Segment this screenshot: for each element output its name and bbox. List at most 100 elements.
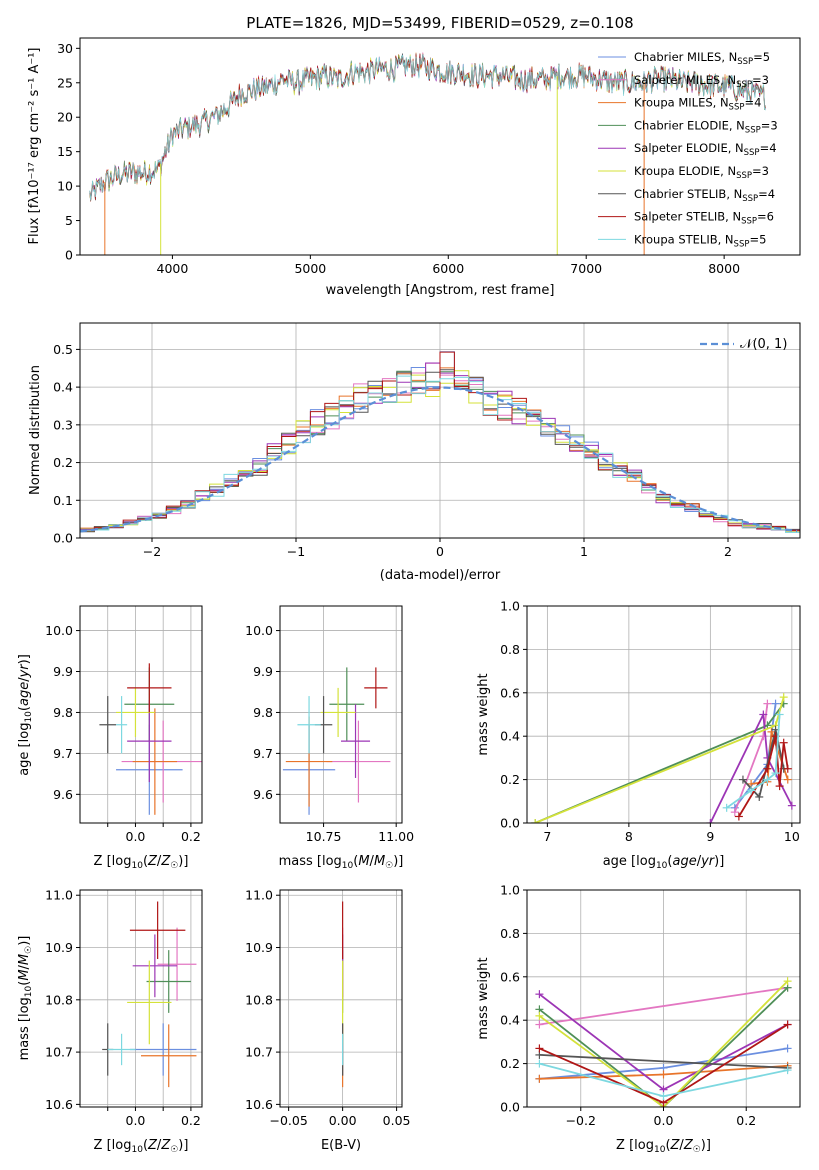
axes-frame <box>279 605 403 824</box>
y-tick-label: 1.0 <box>500 599 520 614</box>
legend-label-tail: =3 <box>752 73 769 87</box>
y-tick-label: 10.6 <box>245 1097 273 1112</box>
massweight-vs-age-y-label: mass weight <box>476 673 491 755</box>
axes-frame <box>79 37 801 256</box>
y-tick-label: 25 <box>57 75 73 90</box>
weight-line-3 <box>538 986 789 1107</box>
y-tick-label: 0.6 <box>500 969 520 984</box>
axes-frame <box>279 889 403 1108</box>
legend-label-sub: SSP <box>745 125 761 135</box>
y-tick-label: 0.6 <box>500 685 520 700</box>
x-tick-label: 0.0 <box>126 1113 146 1128</box>
legend-label-tail: =4 <box>760 141 777 155</box>
x-tick-label: −0.05 <box>269 1113 307 1128</box>
plot-area-massweight-vs-age <box>531 693 796 823</box>
x-tick-label: −1 <box>287 544 305 559</box>
legend-label: Kroupa STELIB, NSSP=5 <box>634 232 766 249</box>
legend-label-tail: =6 <box>757 210 774 224</box>
x-tick-label: 8 <box>625 829 633 844</box>
x-tick-label: 5000 <box>294 261 326 276</box>
x-tick-label: 11.00 <box>378 829 414 844</box>
x-tick-label: 8000 <box>708 261 740 276</box>
legend-label-sub: SSP <box>736 171 752 181</box>
legend-label-sub: SSP <box>742 194 758 204</box>
legend-label: Salpeter MILES, NSSP=3 <box>634 73 769 90</box>
legend-label-base: Chabrier ELODIE, N <box>634 118 745 132</box>
y-tick-label: 10.8 <box>45 992 73 1007</box>
x-tick-label: 6000 <box>432 261 464 276</box>
y-tick-label: 1.0 <box>500 883 520 898</box>
y-tick-label: 0.0 <box>53 531 73 546</box>
legend-label: 𝒩(0, 1) <box>740 337 787 352</box>
spectrum-y-label: Flux [fλ10⁻¹⁷ erg cm⁻² s⁻¹ A⁻¹] <box>27 48 42 245</box>
legend-label-sub: SSP <box>736 80 752 90</box>
legend-label-tail: =4 <box>744 96 761 110</box>
y-tick-label: 10.7 <box>45 1045 73 1060</box>
axes-frame <box>79 889 203 1108</box>
x-tick-label: 0.05 <box>383 1113 411 1128</box>
weight-line-5 <box>538 980 789 1107</box>
legend-label: Chabrier ELODIE, NSSP=3 <box>634 118 778 135</box>
y-tick-label: 9.7 <box>253 746 273 761</box>
legend-label: Salpeter ELODIE, NSSP=4 <box>634 141 777 158</box>
plot-area-age-vs-Z <box>99 663 202 815</box>
y-tick-label: 9.9 <box>53 664 73 679</box>
weight-line-6 <box>539 1054 788 1069</box>
x-tick-label: 0.0 <box>654 1113 674 1128</box>
legend-label-tail: =4 <box>758 187 775 201</box>
y-tick-label: 0.2 <box>500 1056 520 1071</box>
y-tick-label: 10.0 <box>245 623 273 638</box>
legend-label: Kroupa MILES, NSSP=4 <box>634 96 761 113</box>
mass-vs-Z-y-label: mass [log10(M/M☉)] <box>17 936 34 1061</box>
normal-reference-curve <box>80 386 798 533</box>
legend-label: Chabrier STELIB, NSSP=4 <box>634 187 775 204</box>
y-tick-label: 10.9 <box>45 940 73 955</box>
y-tick-label: 30 <box>57 41 73 56</box>
y-tick-label: 10.8 <box>245 992 273 1007</box>
axes-mass-vs-Z: 0.0 0.2 10.6 10.7 10.8 10.9 11.0 Z [log10(Z/Z☉)… <box>17 888 203 1155</box>
y-tick-label: 0 <box>65 248 73 263</box>
x-tick-label: 7000 <box>570 261 602 276</box>
y-tick-label: 0.1 <box>53 493 73 508</box>
y-tick-label: 0.3 <box>53 417 73 432</box>
y-tick-label: 0.0 <box>500 816 520 831</box>
legend-label-sub: SSP <box>741 217 757 227</box>
y-tick-label: 0.2 <box>53 455 73 470</box>
y-tick-label: 0.8 <box>500 642 520 657</box>
legend-label-base: Chabrier STELIB, N <box>634 187 742 201</box>
plot-area-spectrum <box>89 52 766 255</box>
legend-label-tail: =5 <box>753 50 770 64</box>
axes-residuals: −2 −1 0 1 2 0.0 0.1 0.2 0.3 0.4 0.5 𝒩(0, 1) (data-mo… <box>28 322 801 583</box>
legend-label-sub: SSP <box>729 103 745 113</box>
y-tick-label: 20 <box>57 110 73 125</box>
plot-area-mass-vs-Z <box>102 901 197 1088</box>
age-vs-Z-y-label: age [log10(age/yr)] <box>17 654 34 776</box>
y-tick-label: 0.4 <box>500 729 520 744</box>
legend-label: Salpeter STELIB, NSSP=6 <box>634 210 774 227</box>
axes-spectrum: 4000 5000 6000 7000 8000 0 5 10 15 20 25 30 waveleng… <box>27 37 801 298</box>
axes-massweight-vs-age: 7 8 9 10 0.0 0.2 0.4 0.6 0.8 1.0 age [log10(age/yr… <box>476 599 801 871</box>
spectrum-x-label: wavelength [Angstrom, rest frame] <box>326 283 555 298</box>
massweight-vs-Z-x-label: Z [log10(Z/Z☉)] <box>616 1138 711 1155</box>
axes-massweight-vs-Z: −0.2 0.0 0.2 0.0 0.2 0.4 0.6 0.8 1.0 Z [log10(Z/Z… <box>476 883 801 1155</box>
legend-label: Chabrier MILES, NSSP=5 <box>634 50 770 67</box>
y-tick-label: 9.8 <box>253 705 273 720</box>
legend-label-tail: =5 <box>749 232 766 246</box>
legend-label-base: Salpeter ELODIE, N <box>634 141 744 155</box>
residual-y-label: Normed distribution <box>28 365 43 495</box>
plot-area-age-vs-mass <box>282 667 391 815</box>
legend-label-base: Kroupa MILES, N <box>634 96 729 110</box>
axes-frame <box>79 322 801 539</box>
x-tick-label: 9 <box>706 829 714 844</box>
y-tick-label: 0.5 <box>53 342 73 357</box>
y-tick-label: 0.4 <box>53 380 73 395</box>
massweight-vs-Z-y-label: mass weight <box>476 957 491 1039</box>
residual-hist-7 <box>80 351 800 532</box>
massweight-vs-age-x-label: age [log10(age/yr)] <box>603 854 725 871</box>
y-tick-label: 5 <box>65 213 73 228</box>
y-tick-label: 10.9 <box>245 940 273 955</box>
weight-line-1 <box>539 986 788 1026</box>
y-tick-label: 0.4 <box>500 1013 520 1028</box>
axes-frame <box>79 605 203 824</box>
